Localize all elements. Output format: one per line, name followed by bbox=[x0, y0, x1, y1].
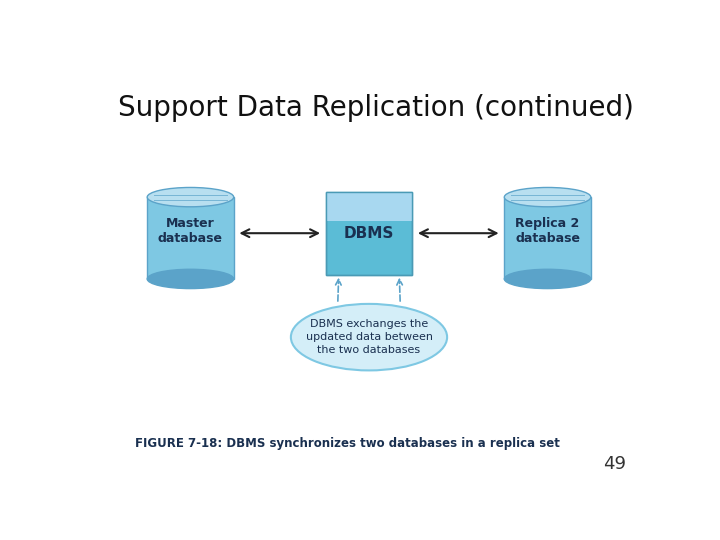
Bar bbox=[147, 197, 234, 279]
Bar bbox=[325, 192, 413, 275]
Ellipse shape bbox=[147, 269, 234, 288]
Text: DBMS exchanges the
updated data between
the two databases: DBMS exchanges the updated data between … bbox=[305, 319, 433, 355]
Text: 49: 49 bbox=[603, 455, 626, 473]
Bar bbox=[325, 192, 413, 275]
Bar bbox=[504, 197, 591, 279]
Text: FIGURE 7-18: DBMS synchronizes two databases in a replica set: FIGURE 7-18: DBMS synchronizes two datab… bbox=[135, 437, 559, 450]
Text: Replica 2
database: Replica 2 database bbox=[515, 217, 580, 245]
Bar bbox=[325, 192, 413, 221]
Text: DBMS: DBMS bbox=[344, 226, 394, 241]
Ellipse shape bbox=[504, 187, 591, 207]
Text: Support Data Replication (continued): Support Data Replication (continued) bbox=[118, 94, 634, 122]
Ellipse shape bbox=[504, 269, 591, 288]
Text: Master
database: Master database bbox=[158, 217, 223, 245]
Ellipse shape bbox=[291, 304, 447, 370]
Ellipse shape bbox=[147, 187, 234, 207]
